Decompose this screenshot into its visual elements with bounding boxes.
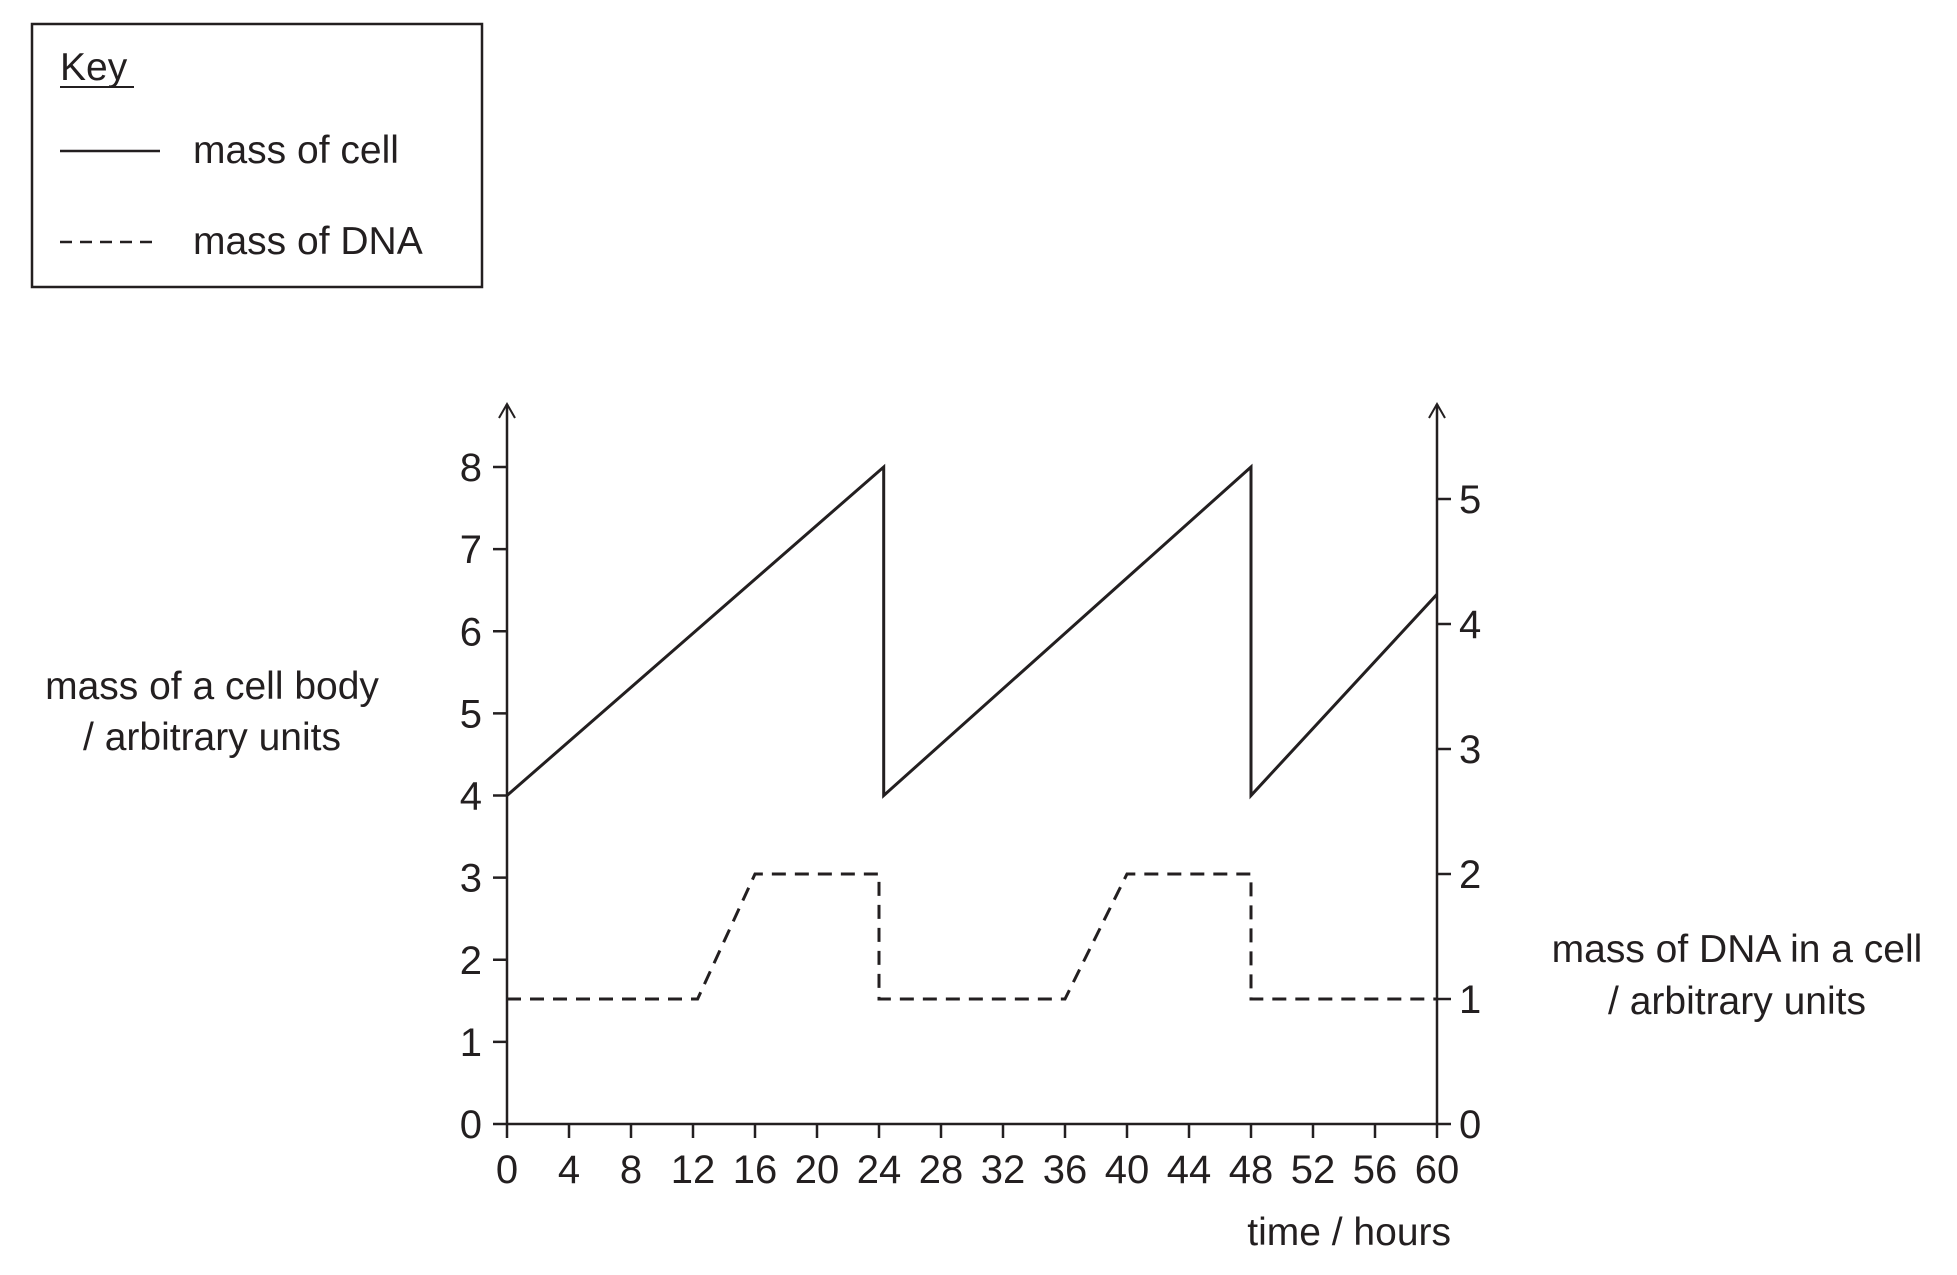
x-tick-label-60: 60 [1415, 1148, 1460, 1192]
y-right-tick-label-1: 1 [1459, 978, 1481, 1022]
y-right-tick-label-0: 0 [1459, 1103, 1481, 1147]
x-tick-label-44: 44 [1167, 1148, 1212, 1192]
x-tick-label-12: 12 [671, 1148, 716, 1192]
x-ticks: 0 4 8 12 16 20 24 28 32 36 40 44 48 52 56 60 [496, 1124, 1459, 1192]
right-y-axis-label-line-1: mass of DNA in a cell [1552, 928, 1923, 971]
x-tick-label-0: 0 [496, 1148, 518, 1192]
x-tick-label-8: 8 [620, 1148, 642, 1192]
key-entry-mass-of-cell: mass of cell [193, 129, 399, 172]
x-tick-label-52: 52 [1291, 1148, 1336, 1192]
left-y-axis-label-line-1: mass of a cell body [45, 665, 379, 708]
y-right-tick-label-3: 3 [1459, 728, 1481, 772]
series-line-mass-of-cell [506, 463, 1439, 800]
y-left-tick-label-5: 5 [460, 692, 482, 736]
y-right-tick-label-2: 2 [1459, 853, 1481, 897]
right-y-axis-label-line-2: / arbitrary units [1608, 980, 1866, 1023]
x-tick-label-36: 36 [1043, 1148, 1088, 1192]
key-title: Key [60, 46, 128, 89]
y-left-tick-label-7: 7 [460, 528, 482, 572]
series-layer [506, 463, 1439, 1001]
x-tick-label-56: 56 [1353, 1148, 1398, 1192]
y-left-tick-label-0: 0 [460, 1103, 482, 1147]
y-left-tick-label-3: 3 [460, 857, 482, 901]
y-left-tick-label-2: 2 [460, 939, 482, 983]
series-line-mass-of-dna [507, 872, 1437, 1001]
axis-labels: time / hours mass of a cell body / arbit… [45, 665, 1922, 1254]
y-left-tick-label-8: 8 [460, 446, 482, 490]
x-tick-label-16: 16 [733, 1148, 778, 1192]
x-tick-label-32: 32 [981, 1148, 1026, 1192]
x-tick-label-40: 40 [1105, 1148, 1150, 1192]
y-right-tick-label-4: 4 [1459, 603, 1481, 647]
key-entry-mass-of-dna: mass of DNA [193, 220, 423, 263]
x-tick-label-28: 28 [919, 1148, 964, 1192]
y-right-ticks: 0 1 2 3 4 5 [1437, 478, 1481, 1147]
x-tick-label-20: 20 [795, 1148, 840, 1192]
x-tick-label-24: 24 [857, 1148, 902, 1192]
key-box [30, 22, 484, 289]
x-axis-label: time / hours [1247, 1211, 1451, 1254]
y-left-tick-label-6: 6 [460, 610, 482, 654]
y-left-tick-label-4: 4 [460, 775, 482, 819]
y-left-tick-label-1: 1 [460, 1021, 482, 1065]
y-right-tick-label-5: 5 [1459, 478, 1481, 522]
y-left-ticks: 0 1 2 3 4 5 6 7 8 [460, 446, 507, 1147]
x-tick-label-4: 4 [558, 1148, 580, 1192]
left-y-axis-arrow-icon [498, 401, 516, 419]
axes [498, 401, 1446, 1126]
key-legend: Key mass of cell mass of DNA [30, 22, 484, 289]
right-y-axis-arrow-icon [1428, 401, 1446, 419]
left-y-axis-label-line-2: / arbitrary units [83, 716, 341, 759]
x-tick-label-48: 48 [1229, 1148, 1274, 1192]
